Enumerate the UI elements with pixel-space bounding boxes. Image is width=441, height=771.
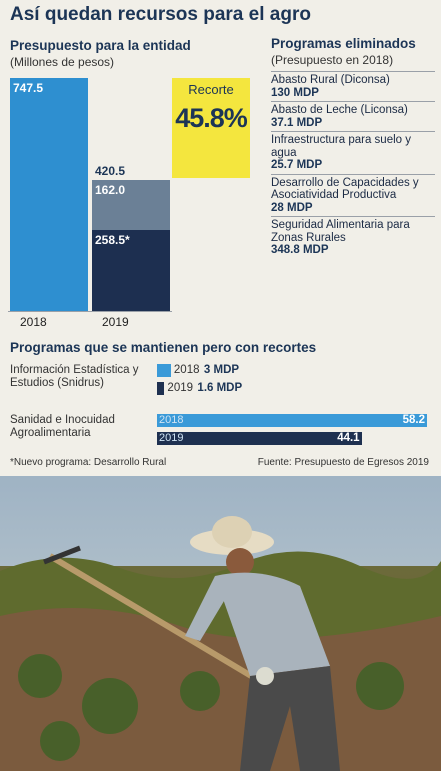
value-label: 1.6 MDP <box>197 382 243 394</box>
eliminated-programs: Programas eliminados (Presupuesto en 201… <box>271 36 435 259</box>
list-subtitle: (Presupuesto en 2018) <box>271 53 394 67</box>
bar <box>157 432 362 445</box>
value-label: 162.0 <box>95 182 126 197</box>
series-label: 2019 <box>167 382 194 394</box>
footnote: *Nuevo programa: Desarrollo Rural <box>10 457 167 468</box>
program-name: Seguridad Alimentaria para Zonas Rurales <box>271 219 410 244</box>
chart-title: Programas que se mantienen pero con reco… <box>10 340 317 355</box>
value-label: 747.5 <box>13 81 44 95</box>
page-title: Así quedan recursos para el agro <box>10 4 311 25</box>
value-label: 58.2 <box>402 414 425 426</box>
value-label: 258.5* <box>95 233 130 248</box>
program-item: Seguridad Alimentaria para Zonas Rurales… <box>271 216 435 259</box>
series-label: 2019 <box>159 432 184 444</box>
bar-segment <box>92 230 170 311</box>
baseline <box>8 311 172 312</box>
annotation-label: Recorte <box>188 82 234 97</box>
program-amount: 348.8 MDP <box>271 244 329 256</box>
program-item: Infraestructura para suelo y agua 25.7 MD… <box>271 131 435 174</box>
series-label: 2018 <box>159 414 184 426</box>
bar <box>157 382 165 395</box>
program-amount: 130 MDP <box>271 86 319 99</box>
annotation-value: 45.8% <box>175 103 248 133</box>
chart-title: Presupuesto para la entidad <box>10 38 191 53</box>
bar <box>157 364 171 377</box>
total-label: 420.5 <box>95 163 126 178</box>
source: Fuente: Presupuesto de Egresos 2019 <box>257 457 429 468</box>
chart-subtitle: (Millones de pesos) <box>10 55 115 69</box>
program-item: Desarrollo de Capacidades y Asociativida… <box>271 173 435 217</box>
program-name: Abasto Rural (Diconsa) <box>271 74 390 86</box>
program-name: Infraestructura para suelo y agua <box>271 134 411 159</box>
program-item: Abasto de Leche (Liconsa) 37.1 MDP <box>271 101 435 131</box>
category-label: Información Estadística y Estudios (Snid… <box>10 364 139 389</box>
value-label: 3 MDP <box>203 364 240 376</box>
x-tick-label: 2018 <box>20 315 47 329</box>
bar <box>157 414 427 427</box>
program-list: Abasto Rural (Diconsa) 130 MDP Abasto de L… <box>271 71 435 259</box>
x-tick-label: 2019 <box>102 315 129 329</box>
program-amount: 28 MDP <box>271 201 313 214</box>
series-label: 2018 <box>173 364 200 376</box>
program-amount: 25.7 MDP <box>271 159 323 171</box>
farmer-photo <box>0 476 441 771</box>
category-label: Sanidad e Inocuidad Agroalimentaria <box>10 414 115 439</box>
program-amount: 37.1 MDP <box>271 116 323 129</box>
bar-segment <box>92 179 170 231</box>
bar-segment <box>10 78 88 311</box>
program-item: Abasto Rural (Diconsa) 130 MDP <box>271 71 435 101</box>
annotation-box: Recorte 45.8% <box>172 78 250 178</box>
program-name: Desarrollo de Capacidades y Asociativida… <box>271 176 419 202</box>
list-title: Programas eliminados <box>271 36 416 51</box>
program-name: Abasto de Leche (Liconsa) <box>271 104 408 116</box>
value-label: 44.1 <box>337 432 360 444</box>
